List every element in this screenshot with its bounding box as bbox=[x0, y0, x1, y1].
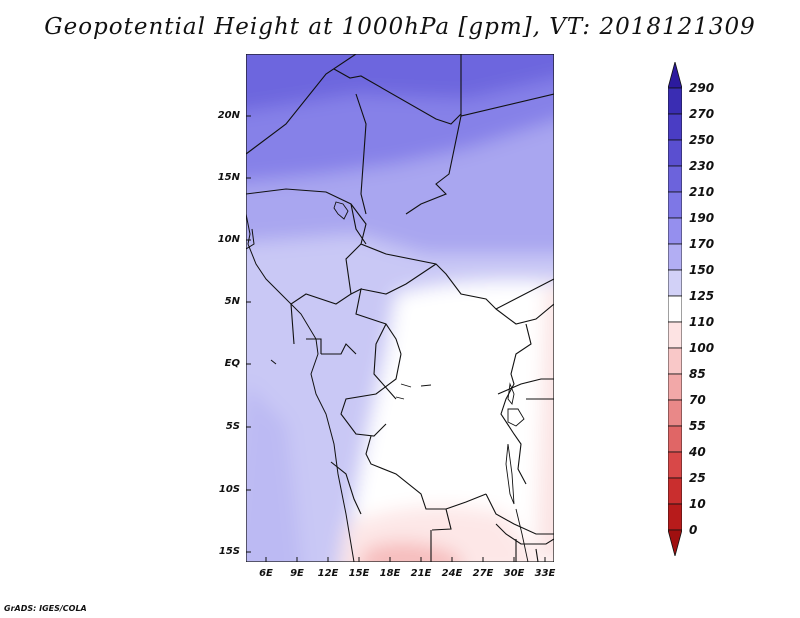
colorbar-segment bbox=[668, 399, 682, 427]
colorbar-label: 125 bbox=[689, 289, 715, 303]
lat-label: 20N bbox=[217, 110, 240, 121]
colorbar-segment bbox=[668, 165, 682, 193]
lat-label: 15N bbox=[217, 172, 240, 183]
map-plot bbox=[246, 54, 554, 562]
lon-label: 33E bbox=[534, 568, 556, 579]
colorbar-segment bbox=[668, 373, 682, 401]
colorbar-segment bbox=[668, 269, 682, 297]
lon-label: 27E bbox=[472, 568, 494, 579]
lat-label: 10N bbox=[217, 234, 240, 245]
lat-ticks bbox=[246, 115, 251, 553]
lon-label: 21E bbox=[410, 568, 432, 579]
colorbar-label: 150 bbox=[689, 263, 715, 277]
borders bbox=[246, 54, 554, 562]
credit-text: GrADS: IGES/COLA bbox=[4, 604, 87, 613]
colorbar-segment bbox=[668, 87, 682, 115]
colorbar-segment bbox=[668, 425, 682, 453]
colorbar-label: 190 bbox=[689, 211, 715, 225]
colorbar-segment bbox=[668, 295, 682, 323]
colorbar-label: 170 bbox=[689, 237, 715, 251]
lat-label: 15S bbox=[218, 546, 240, 557]
coastline bbox=[246, 213, 355, 562]
colorbar-label: 55 bbox=[689, 419, 706, 433]
colorbar-segment bbox=[668, 191, 682, 219]
lon-label: 30E bbox=[503, 568, 525, 579]
lat-label: EQ bbox=[224, 358, 240, 369]
colorbar-label: 210 bbox=[689, 185, 715, 199]
lat-label: 5N bbox=[224, 296, 240, 307]
colorbar-segment bbox=[668, 217, 682, 245]
colorbar-segment bbox=[668, 243, 682, 271]
lakes bbox=[333, 201, 529, 562]
colorbar-label: 270 bbox=[689, 107, 715, 121]
colorbar-label: 70 bbox=[689, 393, 706, 407]
lon-label: 12E bbox=[317, 568, 339, 579]
lon-label: 24E bbox=[441, 568, 463, 579]
lon-label: 9E bbox=[290, 568, 304, 579]
colorbar-label: 100 bbox=[689, 341, 715, 355]
colorbar-label: 40 bbox=[689, 445, 706, 459]
colorbar-label: 250 bbox=[689, 133, 715, 147]
height-field bbox=[246, 54, 554, 562]
lat-label: 10S bbox=[218, 484, 240, 495]
colorbar-segment bbox=[668, 451, 682, 479]
colorbar bbox=[668, 62, 682, 556]
colorbar-label: 25 bbox=[689, 471, 706, 485]
colorbar-segment bbox=[668, 477, 682, 505]
colorbar-label: 0 bbox=[689, 523, 698, 537]
colorbar-label: 110 bbox=[689, 315, 715, 329]
lat-label: 5S bbox=[225, 421, 240, 432]
colorbar-segment bbox=[668, 321, 682, 349]
colorbar-segment bbox=[668, 139, 682, 167]
colorbar-segment bbox=[668, 503, 682, 531]
colorbar-segment bbox=[668, 347, 682, 375]
colorbar-label: 85 bbox=[689, 367, 706, 381]
lon-label: 6E bbox=[259, 568, 273, 579]
colorbar-label: 10 bbox=[689, 497, 706, 511]
colorbar-label: 230 bbox=[689, 159, 715, 173]
lon-label: 18E bbox=[379, 568, 401, 579]
colorbar-segment bbox=[668, 113, 682, 141]
colorbar-segment bbox=[668, 62, 682, 89]
colorbar-label: 290 bbox=[689, 81, 715, 95]
colorbar-segment bbox=[668, 529, 682, 556]
lon-label: 15E bbox=[348, 568, 370, 579]
lon-ticks bbox=[265, 557, 546, 562]
map-title: Geopotential Height at 1000hPa [gpm], VT… bbox=[44, 14, 756, 40]
